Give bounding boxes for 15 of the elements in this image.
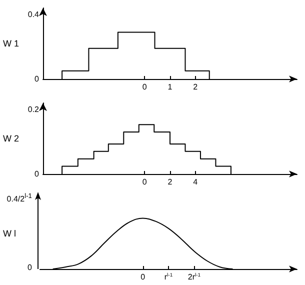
y-axis-title: W 1 bbox=[2, 38, 19, 48]
x-tick-label: 0 bbox=[142, 178, 148, 186]
x-tick-label: 2 bbox=[193, 82, 198, 92]
y-tick-label: 0 bbox=[34, 170, 40, 178]
x-tick-label: 4 bbox=[193, 178, 198, 186]
x-tick-label: 0 bbox=[142, 82, 148, 92]
y-tick-label: 0.2 bbox=[28, 104, 40, 114]
y-tick-label: 0.4 bbox=[28, 10, 40, 19]
y-axis-title: W l bbox=[2, 228, 16, 238]
x-tick-label: 1 bbox=[168, 82, 173, 92]
x-tick-label: 2 bbox=[168, 178, 173, 186]
x-tick-label: 0 bbox=[140, 272, 146, 282]
text: 0.4/2$^{l-1}$ bbox=[6, 192, 32, 205]
y-tick-label: 0 bbox=[34, 74, 40, 84]
y-axis-title: W 2 bbox=[2, 134, 19, 144]
